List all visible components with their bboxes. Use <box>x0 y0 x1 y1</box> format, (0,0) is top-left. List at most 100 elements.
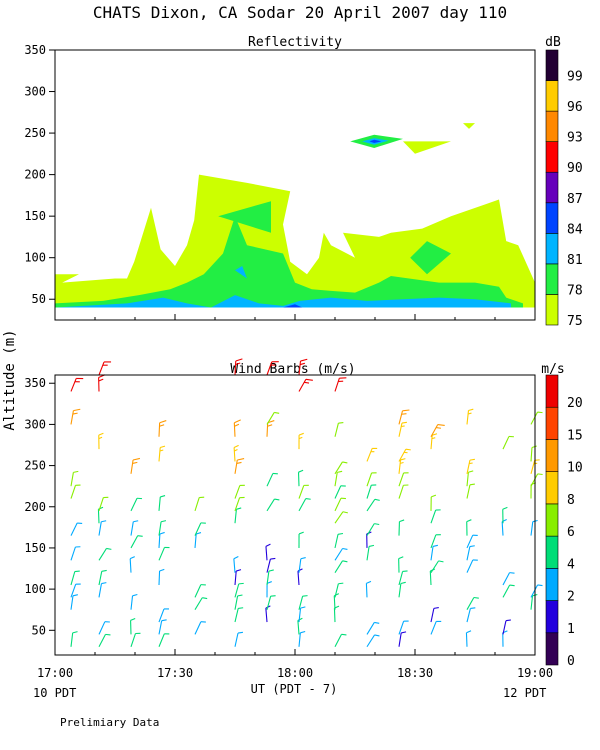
wind-barb <box>334 485 346 499</box>
reflectivity-region-78db <box>218 201 271 233</box>
wind-colorbar-label: m/s <box>541 362 564 377</box>
wind-colorbar-label: 4 <box>567 557 575 572</box>
reflectivity-x-axis <box>54 314 536 320</box>
reflectivity-colorbar-label: 84 <box>567 222 583 237</box>
wind-colorbar: 0 1 2 4 6 8 10 15 20 <box>545 374 583 669</box>
wind-colorbar-swatch <box>545 471 559 505</box>
wind-barb <box>234 358 243 376</box>
wind-barb <box>158 495 166 511</box>
wind-barb <box>398 631 407 647</box>
wind-colorbar-swatch <box>545 632 559 666</box>
reflectivity-colorbar-label: 90 <box>567 161 583 176</box>
wind-barb <box>158 568 165 586</box>
wind-barb <box>234 607 244 623</box>
wind-barb <box>70 470 79 487</box>
wind-barb <box>266 498 280 512</box>
wind-barb <box>70 546 81 561</box>
wind-colorbar-label: 8 <box>567 493 575 508</box>
wind-y-tick-label: 200 <box>24 500 46 514</box>
altitude-axis-label: Altitude (m) <box>2 329 18 430</box>
wind-barb <box>234 507 242 524</box>
wind-barb <box>158 520 167 536</box>
wind-barb <box>466 545 475 561</box>
wind-barb <box>266 361 279 376</box>
wind-barb <box>266 595 276 610</box>
wind-barb <box>430 423 445 438</box>
wind-barb <box>265 543 271 561</box>
wind-barb <box>265 605 271 623</box>
reflectivity-region-75db <box>55 174 535 308</box>
reflectivity-y-tick-label: 350 <box>24 43 46 57</box>
wind-colorbar-swatch <box>545 406 559 440</box>
wind-colorbar-swatch <box>545 568 559 601</box>
wind-barb <box>430 433 438 450</box>
reflectivity-colorbar-label: 78 <box>567 283 583 298</box>
reflectivity-colorbar-label: 93 <box>567 131 583 146</box>
wind-colorbar-label: 6 <box>567 525 575 540</box>
wind-barb <box>530 473 543 487</box>
wind-barb <box>366 484 377 499</box>
wind-barb <box>158 445 166 462</box>
wind-barb <box>158 608 169 623</box>
wind-colorbar-swatch <box>545 374 559 408</box>
reflectivity-y-tick-label: 50 <box>32 292 46 306</box>
wind-barb <box>398 472 409 487</box>
wind-barb <box>130 457 141 474</box>
wind-barb <box>530 445 537 462</box>
wind-barb <box>298 484 309 499</box>
wind-barb <box>194 584 206 598</box>
wind-barb <box>98 633 111 648</box>
reflectivity-colorbar-label: 99 <box>567 70 583 85</box>
wind-barb <box>194 532 202 548</box>
reflectivity-region-81db <box>235 266 247 279</box>
wind-barb <box>398 421 407 437</box>
wind-barb <box>298 498 311 512</box>
wind-barb <box>398 448 411 462</box>
wind-barb <box>430 620 442 635</box>
wind-barb <box>429 568 436 586</box>
wind-barbs-title: Wind Barbs (m/s) <box>230 362 355 377</box>
reflectivity-title: Reflectivity <box>248 35 342 50</box>
reflectivity-colorbar-swatch <box>545 233 559 265</box>
wind-barb <box>530 584 543 598</box>
wind-barb <box>466 470 474 487</box>
wind-barb <box>398 570 408 586</box>
wind-barb <box>430 606 439 623</box>
wind-barb <box>158 619 167 635</box>
wind-barb <box>266 411 280 425</box>
wind-barb <box>130 632 141 647</box>
wind-barb <box>234 631 244 647</box>
wind-barb <box>334 377 347 392</box>
wind-barb <box>530 593 538 610</box>
wind-barb <box>70 484 81 499</box>
wind-barb <box>234 569 242 586</box>
wind-barb <box>233 556 239 573</box>
wind-barb <box>234 484 245 499</box>
wind-barb <box>466 483 475 499</box>
wind-barbs-plot-frame <box>54 374 536 656</box>
wind-barb <box>70 570 80 586</box>
figure-title: CHATS Dixon, CA Sodar 20 April 2007 day … <box>93 3 507 22</box>
reflectivity-y-tick-label: 100 <box>24 251 46 265</box>
wind-barb <box>158 546 170 561</box>
wind-colorbar-label: 2 <box>567 590 575 605</box>
wind-barb <box>334 422 344 437</box>
left-local-time-label: 10 PDT <box>33 686 76 700</box>
wind-barb <box>130 497 143 512</box>
wind-y-tick-label: 300 <box>24 417 46 431</box>
wind-barb <box>398 484 409 499</box>
wind-barb <box>466 408 474 425</box>
wind-colorbar-label: 0 <box>567 654 575 669</box>
reflectivity-plot <box>55 123 535 308</box>
wind-barb <box>194 522 206 536</box>
wind-barb <box>430 494 437 511</box>
wind-colorbar-swatch <box>545 535 559 569</box>
wind-barb <box>298 358 308 376</box>
wind-barb <box>298 531 304 548</box>
wind-colorbar-label: 15 <box>567 428 583 443</box>
wind-barb <box>398 458 406 474</box>
reflectivity-colorbar-label: 87 <box>567 192 583 207</box>
wind-barb <box>334 461 348 475</box>
wind-barb <box>502 584 515 598</box>
x-tick-label: 17:30 <box>157 666 193 680</box>
